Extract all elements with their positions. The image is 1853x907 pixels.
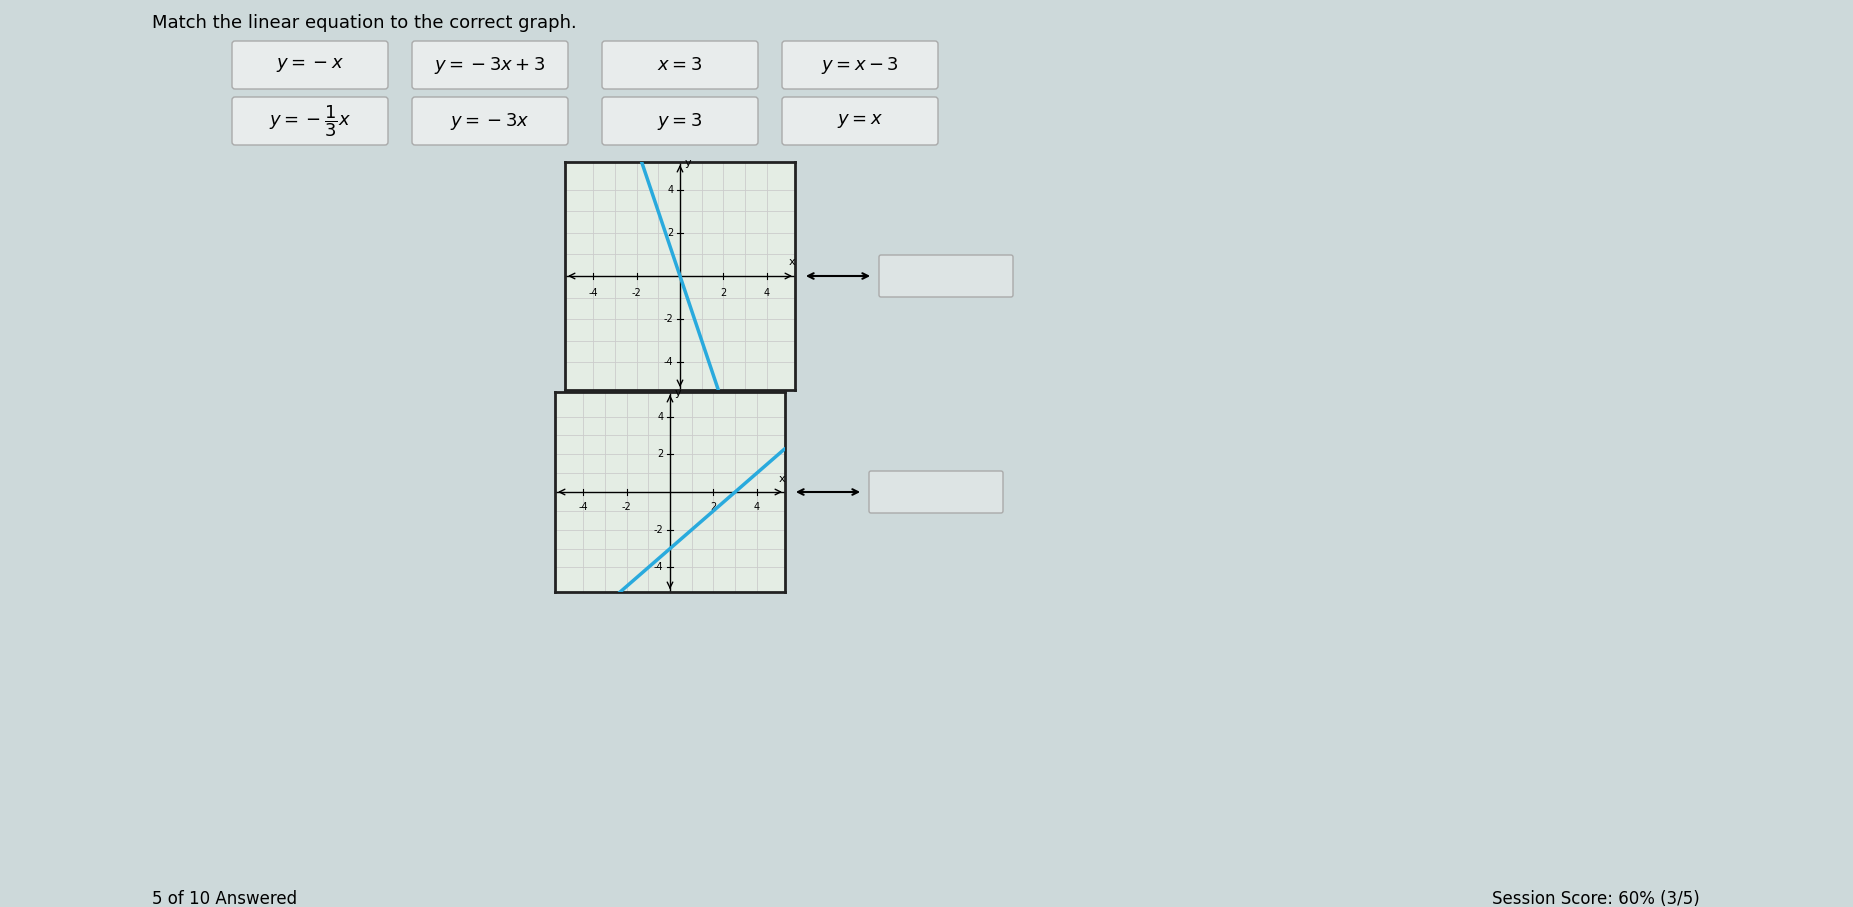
Text: 2: 2 (658, 449, 663, 459)
Text: -4: -4 (663, 357, 673, 367)
Text: Session Score: 60% (3/5): Session Score: 60% (3/5) (1492, 890, 1699, 907)
Text: $y = x$: $y = x$ (838, 112, 884, 130)
Text: -4: -4 (654, 562, 663, 572)
FancyBboxPatch shape (782, 41, 938, 89)
Text: x: x (789, 258, 795, 268)
Text: $y = x - 3$: $y = x - 3$ (821, 54, 899, 75)
Text: x: x (778, 474, 786, 484)
Text: 5 of 10 Answered: 5 of 10 Answered (152, 890, 296, 907)
Text: 4: 4 (667, 185, 673, 195)
Text: y: y (674, 387, 680, 397)
Text: 2: 2 (667, 228, 673, 238)
Text: Match the linear equation to the correct graph.: Match the linear equation to the correct… (152, 14, 576, 32)
Text: $y = -x$: $y = -x$ (276, 56, 345, 74)
Text: 4: 4 (763, 288, 769, 297)
FancyBboxPatch shape (602, 97, 758, 145)
Text: -4: -4 (589, 288, 599, 297)
FancyBboxPatch shape (878, 255, 1014, 297)
Text: 4: 4 (754, 502, 760, 512)
Text: -2: -2 (632, 288, 641, 297)
Text: $y = -3x$: $y = -3x$ (450, 111, 530, 132)
Text: -2: -2 (663, 314, 673, 324)
Text: 4: 4 (658, 412, 663, 422)
Text: $x = 3$: $x = 3$ (658, 56, 702, 74)
Text: -2: -2 (623, 502, 632, 512)
FancyBboxPatch shape (232, 41, 387, 89)
Text: $y = -\dfrac{1}{3}x$: $y = -\dfrac{1}{3}x$ (269, 103, 350, 139)
Text: -2: -2 (654, 525, 663, 535)
Text: $y = -3x + 3$: $y = -3x + 3$ (434, 54, 547, 75)
FancyBboxPatch shape (411, 41, 569, 89)
Text: 2: 2 (710, 502, 717, 512)
Text: $y = 3$: $y = 3$ (658, 111, 702, 132)
Text: y: y (684, 159, 691, 169)
Text: 2: 2 (721, 288, 726, 297)
FancyBboxPatch shape (411, 97, 569, 145)
FancyBboxPatch shape (869, 471, 1002, 513)
FancyBboxPatch shape (602, 41, 758, 89)
FancyBboxPatch shape (232, 97, 387, 145)
Text: -4: -4 (578, 502, 587, 512)
FancyBboxPatch shape (782, 97, 938, 145)
